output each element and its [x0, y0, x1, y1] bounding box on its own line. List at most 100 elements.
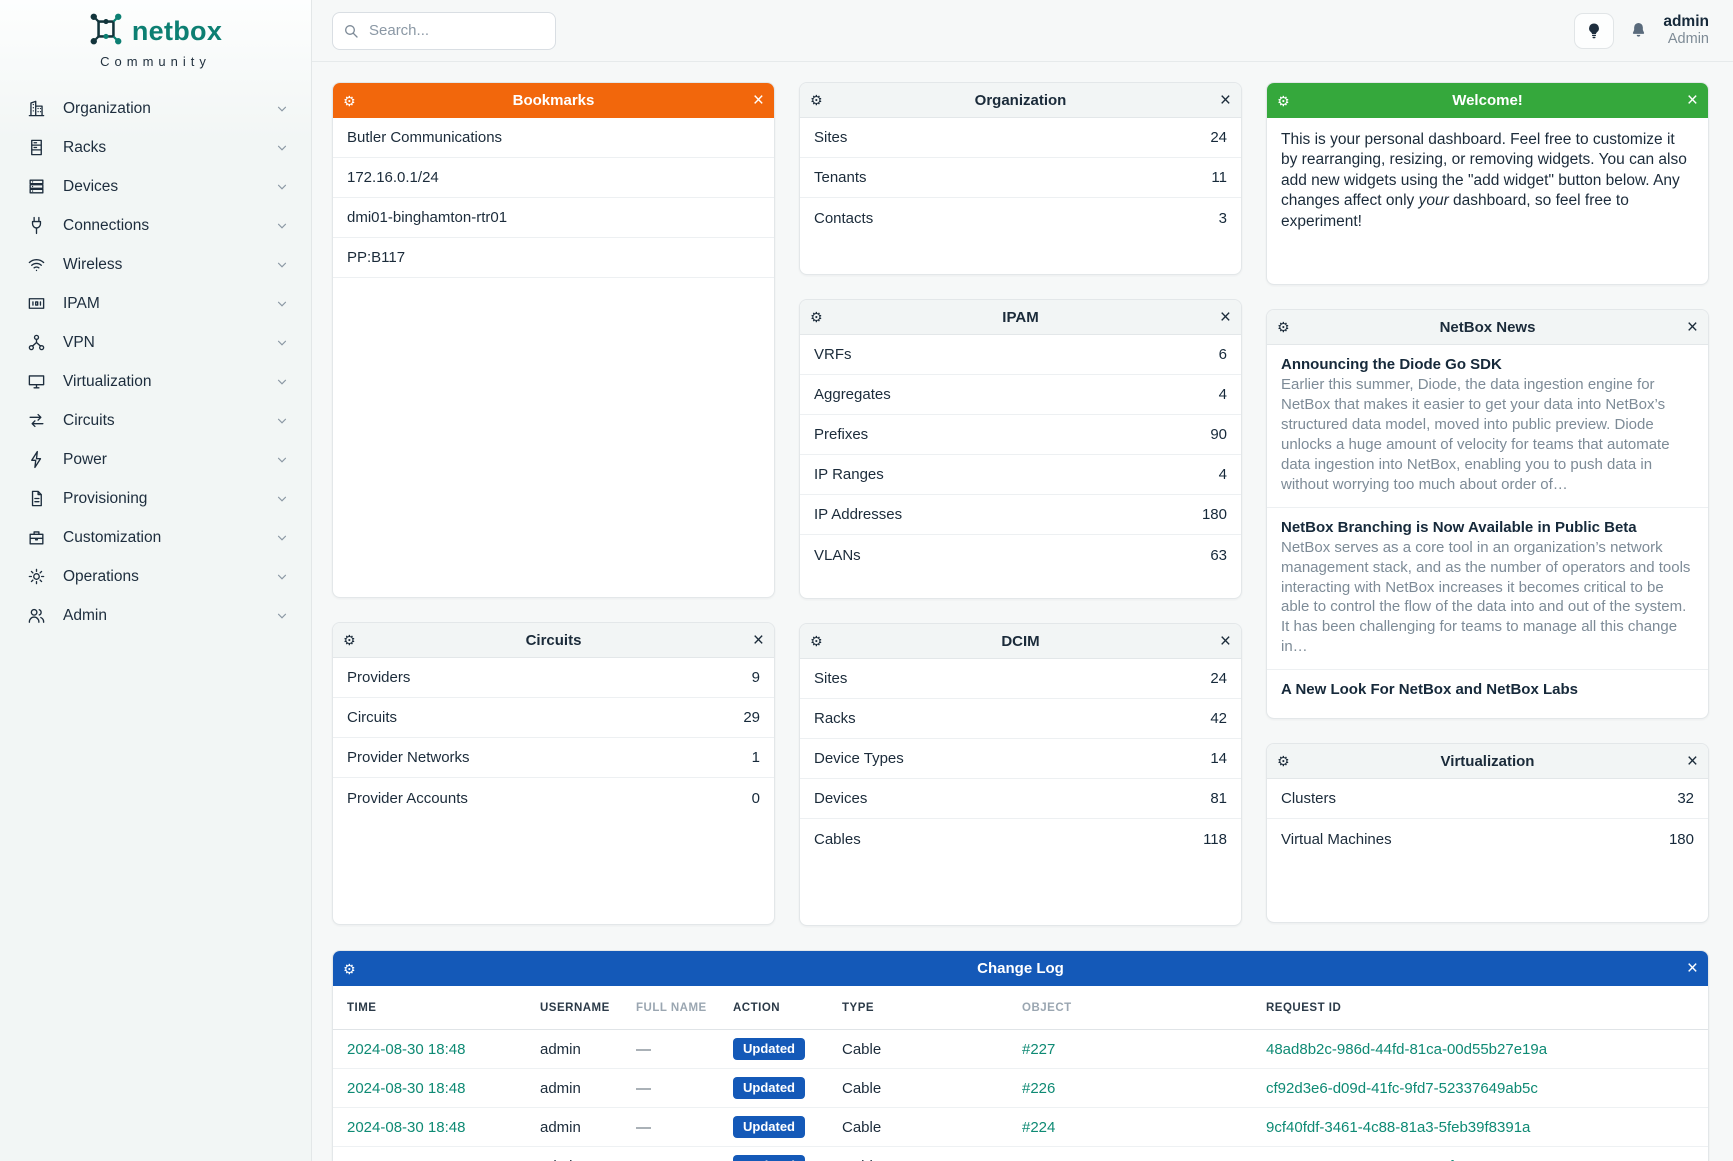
action-badge: Updated [733, 1155, 805, 1161]
bookmark-item[interactable]: Butler Communications [333, 118, 774, 158]
sidebar-item-customization[interactable]: Customization [0, 518, 311, 557]
sidebar-item-label: Provisioning [63, 489, 148, 507]
sidebar-item-devices[interactable]: Devices [0, 167, 311, 206]
changelog-object-link[interactable]: #227 [1022, 1040, 1056, 1058]
chevron-down-icon [275, 219, 289, 233]
gear-icon[interactable]: ⚙ [810, 633, 823, 649]
gear-icon[interactable]: ⚙ [1277, 319, 1290, 335]
widget-header-welcome: ⚙ Welcome! × [1267, 83, 1708, 118]
theme-toggle-button[interactable] [1574, 12, 1615, 49]
stat-label[interactable]: Devices [814, 790, 868, 807]
stat-label[interactable]: Providers [347, 669, 411, 686]
gear-icon[interactable]: ⚙ [1277, 92, 1290, 109]
gear-icon[interactable]: ⚙ [343, 960, 356, 977]
bookmark-item[interactable]: dmi01-binghamton-rtr01 [333, 198, 774, 238]
sidebar-item-racks[interactable]: Racks [0, 128, 311, 167]
changelog-table-header: Time Username Full Name Action Type Object Req… [333, 986, 1708, 1030]
sidebar-item-power[interactable]: Power [0, 440, 311, 479]
user-name: admin [1663, 13, 1709, 31]
stat-label[interactable]: Sites [814, 670, 848, 687]
stat-label[interactable]: Provider Networks [347, 749, 470, 766]
changelog-time-link[interactable]: 2024-08-30 18:48 [347, 1040, 466, 1058]
stat-label[interactable]: VLANs [814, 546, 861, 564]
bookmark-item[interactable]: 172.16.0.1/24 [333, 158, 774, 198]
notifications-button[interactable] [1629, 21, 1648, 40]
gear-icon[interactable]: ⚙ [343, 632, 356, 648]
gear-icon[interactable]: ⚙ [810, 92, 823, 108]
news-article-title[interactable]: Announcing the Diode Go SDK [1281, 356, 1502, 373]
sidebar-item-ipam[interactable]: IPAM [0, 284, 311, 323]
changelog-column-time[interactable]: Time [347, 1001, 377, 1014]
stat-label[interactable]: Virtual Machines [1281, 830, 1392, 848]
stat-label[interactable]: Aggregates [814, 386, 891, 403]
changelog-request-id-link[interactable]: cf92d3e6-d09d-41fc-9fd7-52337649ab5c [1266, 1079, 1538, 1097]
changelog-row: 2024-08-30 18:48 admin — Updated Cable #224 9c… [333, 1108, 1708, 1147]
sidebar-item-provisioning[interactable]: Provisioning [0, 479, 311, 518]
brand-area[interactable]: netbox Community [0, 0, 311, 73]
changelog-object-link[interactable]: #226 [1022, 1079, 1056, 1097]
search-input[interactable] [332, 11, 556, 50]
changelog-request-id-link[interactable]: 48ad8b2c-986d-44fd-81ca-00d55b27e19a [1266, 1040, 1548, 1058]
stat-label[interactable]: Cables [814, 830, 861, 848]
organization-icon [27, 99, 46, 118]
close-icon[interactable]: × [1686, 90, 1698, 111]
bookmark-item[interactable]: PP:B117 [333, 238, 774, 278]
changelog-column-request-id[interactable]: Request ID [1266, 1001, 1342, 1014]
stat-label[interactable]: Sites [814, 129, 848, 146]
close-icon[interactable]: × [1219, 89, 1231, 111]
stat-label[interactable]: Provider Accounts [347, 789, 468, 807]
stat-label[interactable]: Circuits [347, 709, 398, 726]
sidebar-item-admin[interactable]: Admin [0, 596, 311, 635]
news-article-title[interactable]: A New Look For NetBox and NetBox Labs [1281, 681, 1578, 699]
changelog-column-type[interactable]: Type [842, 1001, 875, 1014]
changelog-time-link[interactable]: 2024-08-30 18:48 [347, 1079, 466, 1097]
close-icon[interactable]: × [1686, 750, 1698, 772]
changelog-column-action[interactable]: Action [733, 1001, 781, 1014]
circuits-icon [27, 411, 46, 430]
vpn-icon [27, 333, 46, 352]
sidebar-item-label: Organization [63, 99, 151, 117]
stat-label[interactable]: IP Addresses [814, 506, 903, 523]
gear-icon[interactable]: ⚙ [810, 309, 823, 325]
stat-label[interactable]: Tenants [814, 169, 867, 186]
close-icon[interactable]: × [1219, 306, 1231, 328]
changelog-object-link[interactable]: #224 [1022, 1118, 1056, 1136]
close-icon[interactable]: × [1686, 958, 1698, 979]
chevron-down-icon [275, 531, 289, 545]
sidebar-item-circuits[interactable]: Circuits [0, 401, 311, 440]
stat-label[interactable]: Racks [814, 710, 856, 727]
circuits-stats: Providers 9 Circuits 29 Provider Networks 1 Pr… [333, 658, 774, 818]
sidebar-item-wireless[interactable]: Wireless [0, 245, 311, 284]
customization-icon [27, 528, 46, 547]
close-icon[interactable]: × [1219, 630, 1231, 652]
changelog-username: admin [540, 1158, 636, 1161]
changelog-time-link[interactable]: 2024-08-30 18:47 [347, 1158, 540, 1161]
changelog-column-username[interactable]: Username [540, 1001, 610, 1014]
changelog-time-link[interactable]: 2024-08-30 18:48 [347, 1118, 466, 1136]
stat-label[interactable]: Prefixes [814, 426, 869, 443]
sidebar-item-connections[interactable]: Connections [0, 206, 311, 245]
sidebar-item-organization[interactable]: Organization [0, 89, 311, 128]
stat-label[interactable]: Contacts [814, 209, 874, 227]
changelog-request-id-link[interactable]: 7a3c4c3a-acc9-4762-9866-f89291c997c3 [1266, 1158, 1694, 1161]
gear-icon[interactable]: ⚙ [343, 92, 356, 109]
widget-header-change-log: ⚙ Change Log × [333, 951, 1708, 986]
stat-label[interactable]: VRFs [814, 346, 852, 363]
stat-label[interactable]: Device Types [814, 750, 904, 767]
changelog-request-id-link[interactable]: 9cf40fdf-3461-4c88-81a3-5feb39f8391a [1266, 1118, 1531, 1136]
changelog-column-object: Object [1022, 1001, 1072, 1014]
news-article-title[interactable]: NetBox Branching is Now Available in Pub… [1281, 518, 1637, 536]
sidebar-item-operations[interactable]: Operations [0, 557, 311, 596]
sidebar-item-vpn[interactable]: VPN [0, 323, 311, 362]
close-icon[interactable]: × [752, 90, 764, 111]
changelog-object-link[interactable]: #224 [1022, 1158, 1266, 1161]
stat-row-clusters: Clusters 32 [1267, 779, 1708, 819]
close-icon[interactable]: × [752, 629, 764, 651]
stat-label[interactable]: Clusters [1281, 790, 1337, 807]
bell-icon [1633, 22, 1645, 37]
user-menu[interactable]: admin Admin [1663, 13, 1709, 47]
close-icon[interactable]: × [1686, 316, 1698, 338]
sidebar-item-virtualization[interactable]: Virtualization [0, 362, 311, 401]
stat-label[interactable]: IP Ranges [814, 466, 884, 483]
gear-icon[interactable]: ⚙ [1277, 753, 1290, 769]
